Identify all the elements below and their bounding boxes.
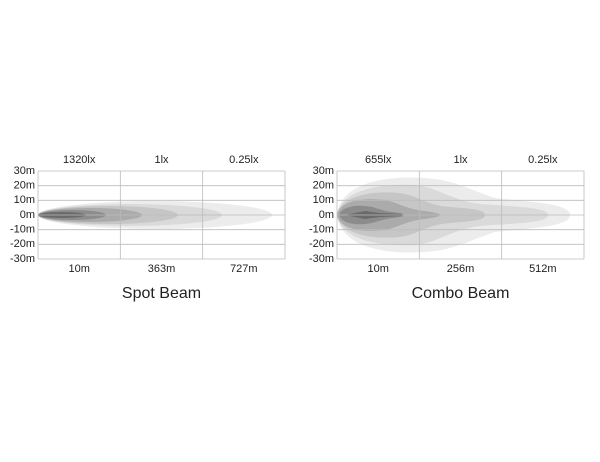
panel-title: Combo Beam: [412, 285, 510, 302]
top-label: 1lx: [154, 154, 169, 166]
y-label: 10m: [14, 194, 35, 206]
y-label: 30m: [14, 165, 35, 177]
y-label: 0m: [319, 209, 334, 221]
bottom-label: 512m: [529, 263, 557, 275]
y-label: 20m: [14, 180, 35, 192]
y-label: -30m: [309, 253, 334, 265]
top-label: 0.25lx: [528, 154, 558, 166]
y-label: -10m: [309, 224, 334, 236]
bottom-label: 10m: [68, 263, 89, 275]
y-label: -30m: [10, 253, 35, 265]
bottom-label: 10m: [367, 263, 388, 275]
top-label: 655lx: [365, 154, 392, 166]
y-label: 30m: [313, 165, 334, 177]
y-label: 20m: [313, 180, 334, 192]
y-label: 0m: [20, 209, 35, 221]
top-label: 1320lx: [63, 154, 96, 166]
bottom-label: 256m: [447, 263, 475, 275]
top-label: 1lx: [453, 154, 468, 166]
panel-title: Spot Beam: [122, 285, 201, 302]
y-label: -20m: [10, 238, 35, 250]
y-label: -20m: [309, 238, 334, 250]
top-label: 0.25lx: [229, 154, 259, 166]
y-label: 10m: [313, 194, 334, 206]
bottom-label: 363m: [148, 263, 176, 275]
bottom-label: 727m: [230, 263, 258, 275]
y-label: -10m: [10, 224, 35, 236]
